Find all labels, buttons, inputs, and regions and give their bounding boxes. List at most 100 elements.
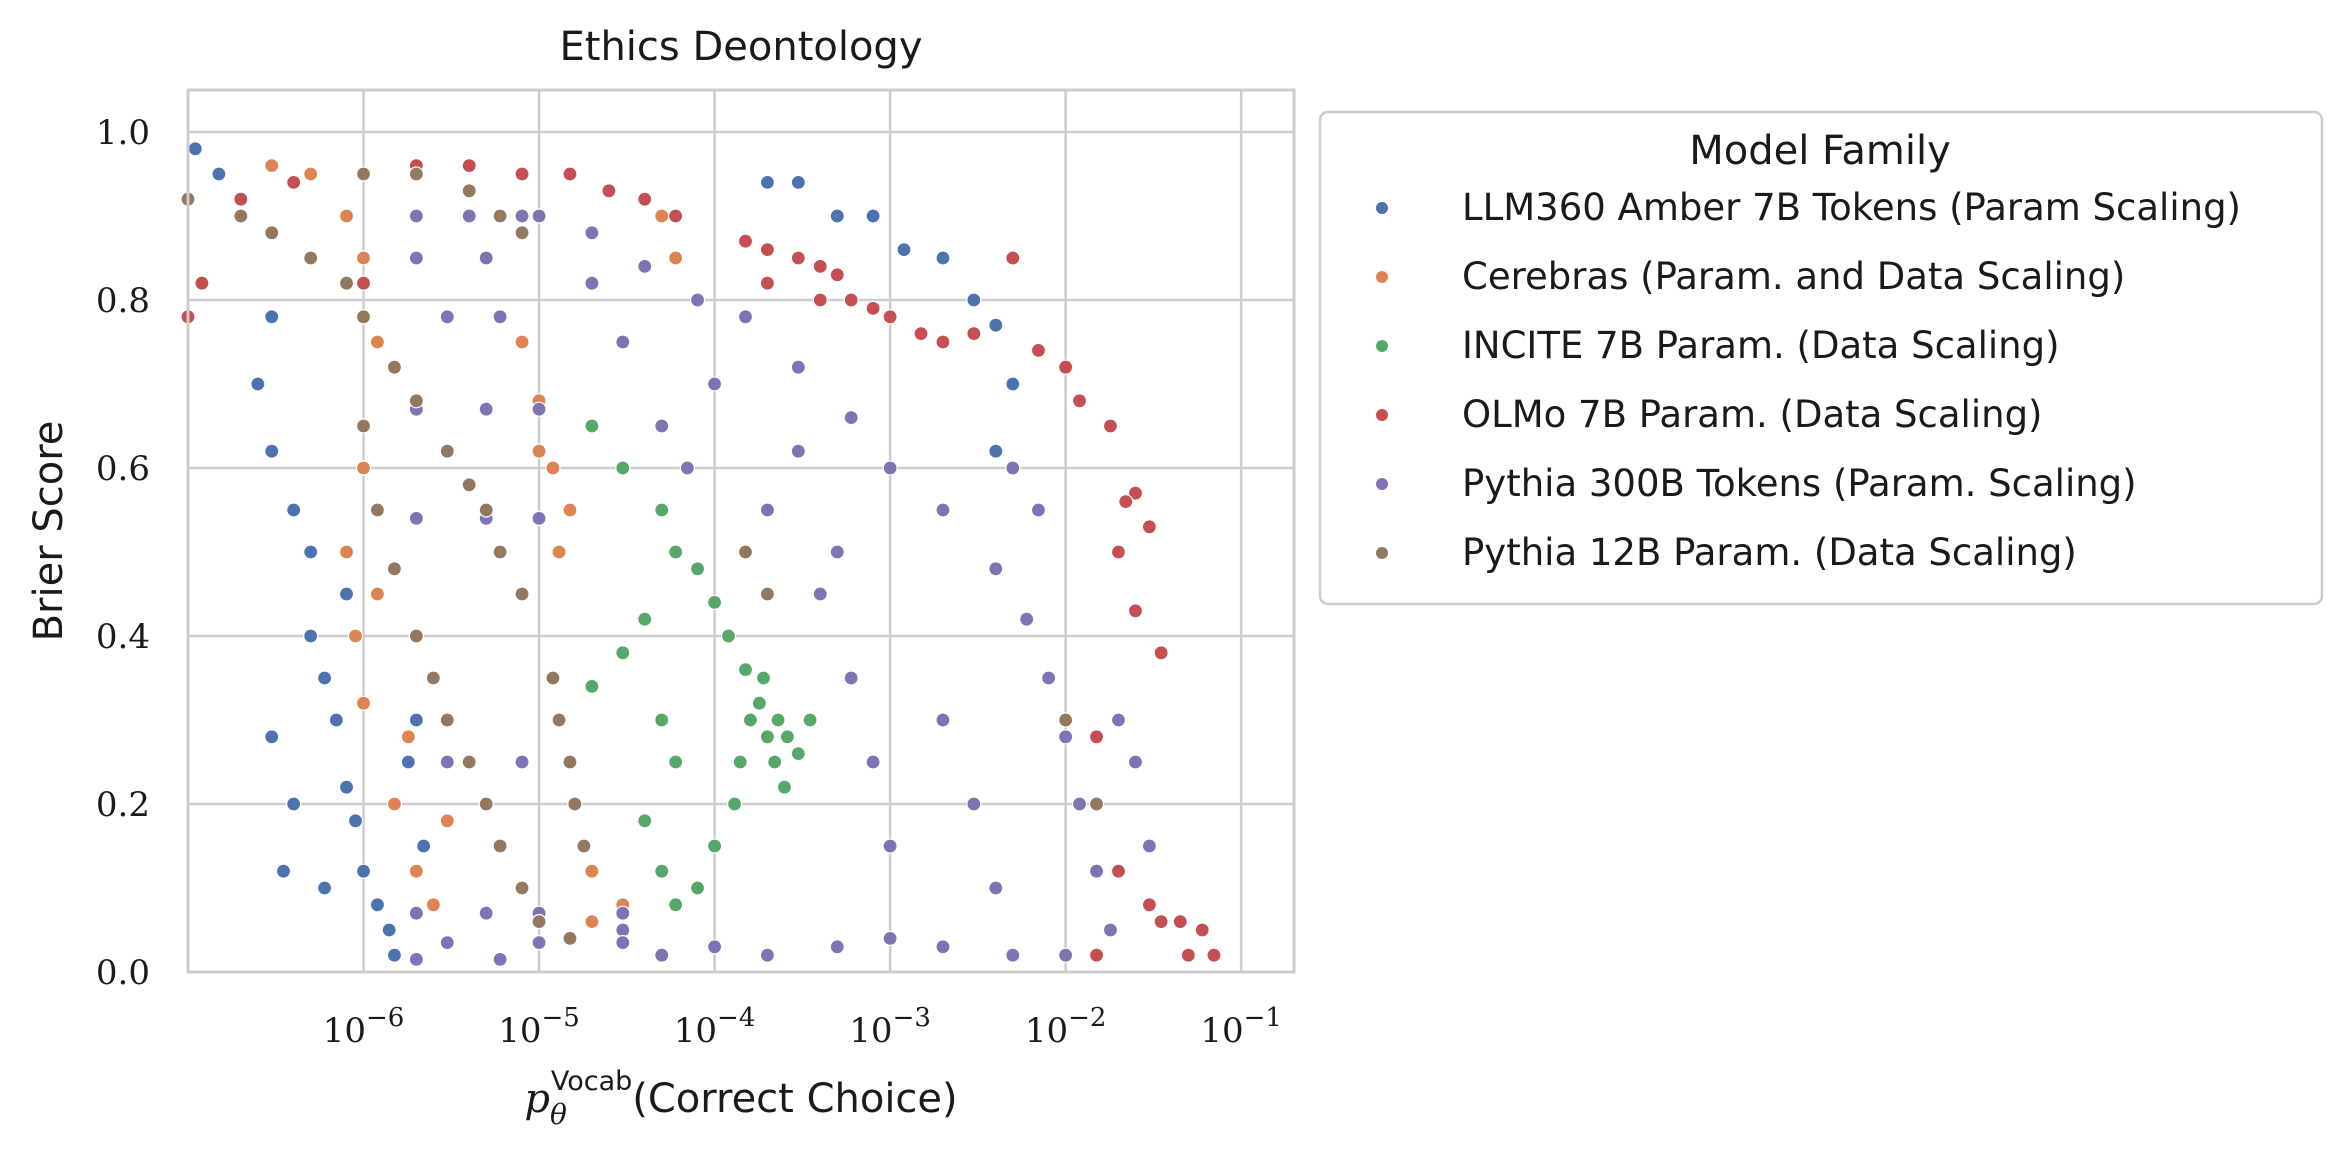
x-tick-label-2: 10−4: [674, 1003, 756, 1051]
data-point: [759, 242, 776, 258]
data-point: [988, 443, 1004, 459]
legend-label-3: OLMo 7B Param. (Data Scaling): [1462, 393, 2043, 436]
data-point: [408, 628, 424, 644]
legend-marker-4: [1375, 477, 1389, 491]
y-tick-labels: 0.0 0.2 0.4 0.6 0.8 1.0: [96, 113, 150, 993]
data-point: [531, 913, 547, 930]
data-point: [1005, 947, 1021, 963]
data-point: [759, 729, 776, 745]
data-point: [790, 745, 806, 762]
legend-label-1: Cerebras (Param. and Data Scaling): [1462, 255, 2125, 298]
data-point: [865, 300, 881, 316]
data-point: [408, 393, 424, 409]
data-point: [1058, 729, 1074, 745]
data-point: [1127, 485, 1144, 501]
data-point: [637, 258, 653, 274]
data-point: [1058, 712, 1074, 728]
data-point: [194, 275, 210, 291]
series-4: [355, 208, 1157, 968]
data-point: [381, 922, 397, 938]
data-point: [408, 951, 424, 968]
x-tick-label-0: 10−6: [323, 1003, 405, 1051]
data-point: [1058, 947, 1074, 963]
data-point: [187, 141, 203, 157]
x-tick-exponent: −5: [542, 1003, 580, 1033]
data-point: [812, 258, 828, 274]
data-point: [461, 208, 477, 224]
data-point: [737, 544, 754, 560]
data-point: [355, 250, 372, 266]
data-point: [439, 934, 455, 951]
data-point: [233, 191, 249, 207]
legend-marker-0: [1375, 201, 1389, 215]
data-point: [689, 880, 706, 896]
data-point: [355, 418, 372, 434]
data-point: [737, 233, 754, 249]
data-point: [1071, 796, 1088, 812]
series-3: [180, 158, 1222, 963]
data-point: [843, 670, 859, 686]
x-tick-label-4: 10−2: [1025, 1003, 1107, 1051]
data-point: [250, 376, 266, 392]
data-point: [1019, 611, 1035, 627]
data-point: [338, 544, 355, 560]
data-point: [316, 880, 333, 896]
data-point: [843, 292, 859, 308]
data-point: [829, 544, 845, 560]
y-tick-label-4: 0.8: [96, 281, 150, 321]
data-point: [514, 166, 530, 182]
data-point: [843, 410, 859, 426]
data-point: [865, 208, 881, 224]
data-point: [286, 174, 302, 190]
x-tick-labels: 10−6 10−5 10−4 10−3 10−2 10−1: [323, 1003, 1282, 1051]
data-point: [1102, 418, 1119, 434]
data-point: [668, 250, 684, 266]
legend-marker-5: [1375, 546, 1389, 560]
data-point: [264, 309, 280, 325]
data-point: [514, 208, 530, 224]
data-point: [1153, 913, 1169, 930]
data-point: [615, 460, 631, 476]
data-point: [551, 712, 567, 728]
data-point: [759, 174, 776, 190]
x-axis-label: pθVocab(Correct Choice): [524, 1066, 957, 1131]
data-point: [264, 225, 280, 241]
data-point: [514, 586, 530, 602]
data-point: [637, 611, 653, 627]
data-point: [562, 754, 578, 770]
data-point: [303, 544, 319, 560]
data-point: [1005, 376, 1021, 392]
data-point: [896, 242, 912, 258]
data-point: [531, 510, 547, 527]
data-point: [829, 939, 845, 955]
data-point: [338, 586, 355, 602]
data-point: [439, 813, 455, 829]
data-point: [790, 443, 806, 459]
series-1: [264, 158, 684, 930]
data-point: [1118, 494, 1134, 510]
legend-label-5: Pythia 12B Param. (Data Scaling): [1462, 531, 2077, 574]
data-point: [211, 166, 227, 182]
data-point: [706, 939, 723, 955]
data-point: [751, 695, 767, 711]
data-point: [355, 695, 372, 711]
x-tick-base: 10: [323, 1011, 366, 1051]
data-point: [706, 838, 723, 854]
data-point: [1005, 460, 1021, 476]
data-point: [408, 250, 424, 266]
data-point: [882, 930, 898, 947]
data-point: [966, 796, 982, 812]
data-point: [1102, 922, 1119, 938]
data-point: [935, 250, 951, 266]
data-point: [654, 502, 670, 518]
data-point: [737, 661, 754, 678]
data-point: [1110, 863, 1127, 879]
data-point: [720, 628, 737, 644]
data-point: [654, 208, 670, 224]
data-point: [637, 191, 653, 207]
data-point: [576, 838, 592, 854]
data-point: [347, 813, 364, 829]
data-point: [779, 729, 796, 745]
y-tick-label-0: 0.0: [96, 953, 150, 993]
